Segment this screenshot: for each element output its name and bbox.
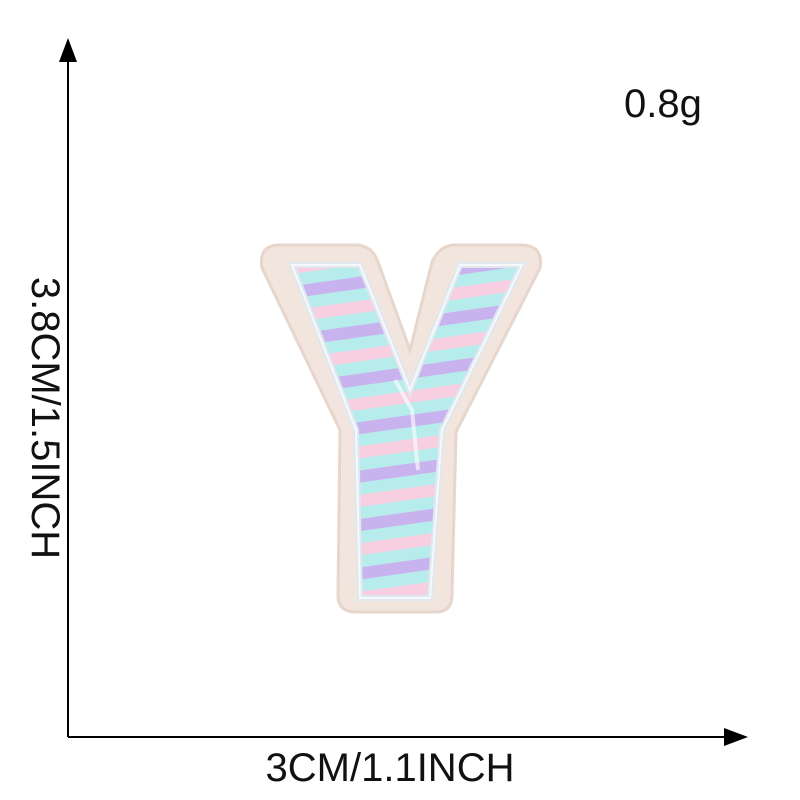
letter-y-patch-icon (259, 243, 543, 614)
width-dimension-label: 3CM/1.1INCH (265, 746, 515, 790)
vertical-axis (59, 38, 77, 737)
up-arrow-icon (59, 38, 77, 62)
weight-label: 0.8g (624, 82, 702, 126)
right-arrow-icon (724, 728, 748, 746)
horizontal-axis (68, 728, 748, 746)
height-dimension-label: 3.8CM/1.5INCH (23, 276, 67, 560)
